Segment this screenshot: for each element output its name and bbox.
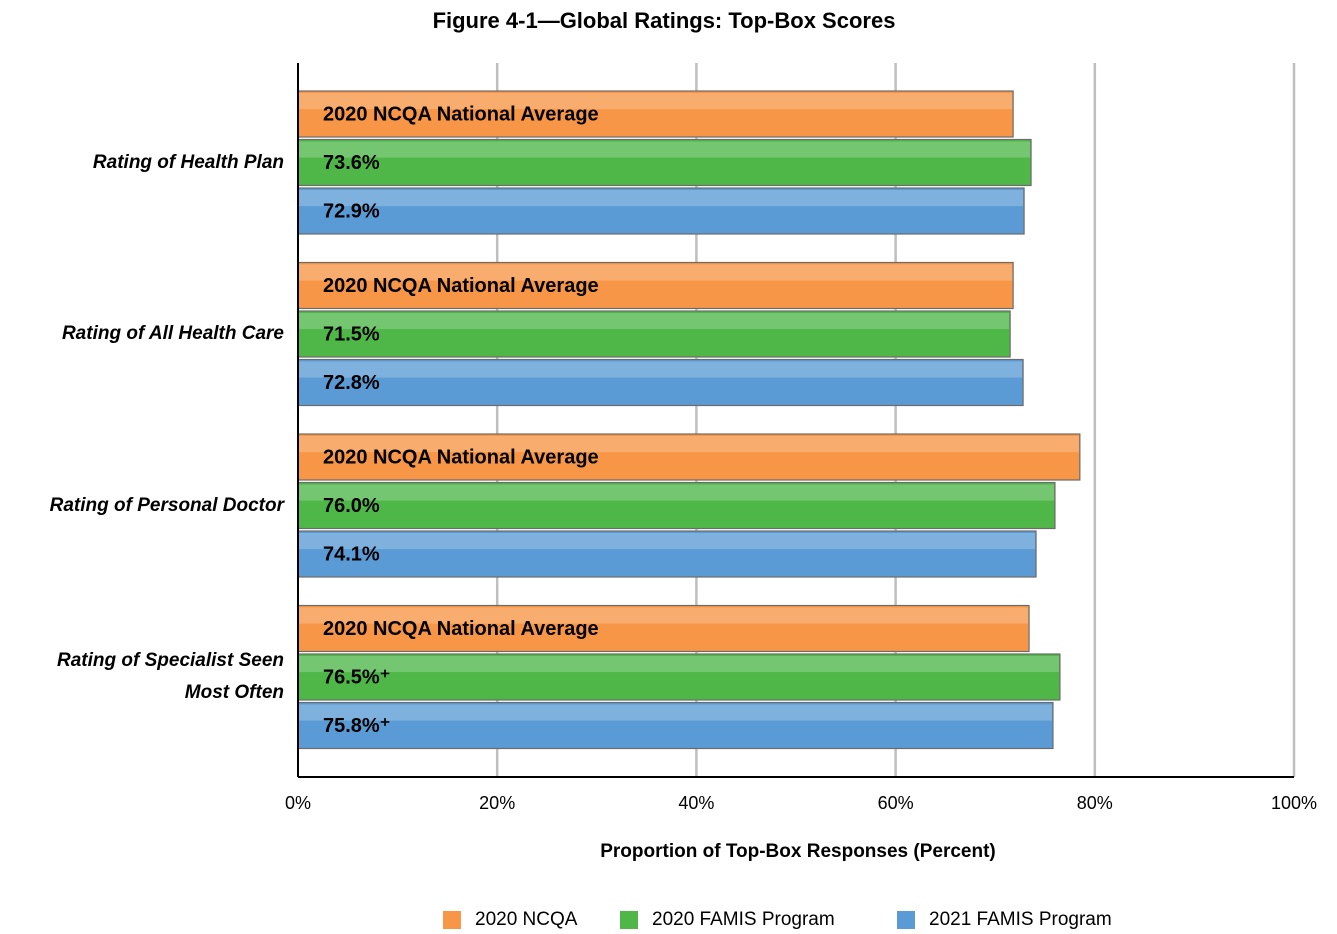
x-tick-label: 20% bbox=[479, 793, 515, 813]
bar-label: 2020 NCQA National Average bbox=[323, 618, 599, 640]
bar-shine bbox=[299, 656, 1059, 673]
value-label: 74.1% bbox=[323, 543, 380, 565]
bar bbox=[297, 481, 1056, 530]
x-tick-label: 80% bbox=[1077, 793, 1113, 813]
bar bbox=[297, 138, 1032, 187]
bar bbox=[297, 358, 1024, 407]
bar-shine bbox=[299, 313, 1010, 330]
legend-label: 2020 NCQA bbox=[475, 909, 578, 930]
legend-swatch bbox=[897, 911, 915, 929]
x-tick-label: 0% bbox=[285, 793, 311, 813]
y-tick-label: Rating of Health Plan bbox=[92, 151, 284, 173]
value-label: 76.0% bbox=[323, 495, 380, 517]
legend-label: 2020 FAMIS Program bbox=[652, 909, 835, 930]
bar-shine bbox=[299, 361, 1023, 378]
y-tick-label: Rating of All Health Care bbox=[61, 323, 284, 344]
bar-shine bbox=[299, 190, 1024, 207]
bar-label: 2020 NCQA National Average bbox=[323, 446, 599, 468]
chart-title: Figure 4-1—Global Ratings: Top-Box Score… bbox=[433, 8, 896, 33]
x-axis-label: Proportion of Top-Box Responses (Percent… bbox=[600, 841, 996, 862]
bar-shine bbox=[299, 436, 1079, 453]
bar-shine bbox=[299, 484, 1054, 501]
bar bbox=[297, 701, 1054, 750]
bar bbox=[297, 653, 1061, 701]
bar-shine bbox=[299, 93, 1013, 110]
bar bbox=[297, 433, 1081, 481]
bar bbox=[297, 604, 1030, 653]
legend-label: 2021 FAMIS Program bbox=[929, 909, 1112, 930]
legend-swatch bbox=[620, 911, 638, 929]
value-label: 76.5%⁺ bbox=[323, 666, 390, 688]
bar-shine bbox=[299, 533, 1036, 550]
value-label: 75.8%⁺ bbox=[323, 715, 390, 737]
bar-label: 2020 NCQA National Average bbox=[323, 103, 599, 125]
value-label: 72.9% bbox=[323, 200, 380, 222]
bar-shine bbox=[299, 607, 1029, 624]
bar bbox=[297, 90, 1014, 138]
x-tick-label: 60% bbox=[878, 793, 914, 813]
x-tick-label: 100% bbox=[1271, 793, 1317, 813]
value-label: 73.6% bbox=[323, 152, 380, 174]
bar bbox=[297, 187, 1025, 235]
y-tick-label: Rating of Specialist Seen Most Often bbox=[57, 650, 284, 703]
bar-label: 2020 NCQA National Average bbox=[323, 275, 599, 297]
bar-shine bbox=[299, 141, 1031, 158]
y-tick-label: Rating of Personal Doctor bbox=[49, 494, 284, 516]
bar bbox=[297, 530, 1037, 578]
x-tick-label: 40% bbox=[678, 793, 714, 813]
bar-shine bbox=[299, 264, 1013, 281]
bar-shine bbox=[299, 704, 1052, 721]
value-label: 71.5% bbox=[323, 323, 380, 345]
legend-swatch bbox=[443, 911, 461, 929]
value-label: 72.8% bbox=[323, 372, 380, 394]
